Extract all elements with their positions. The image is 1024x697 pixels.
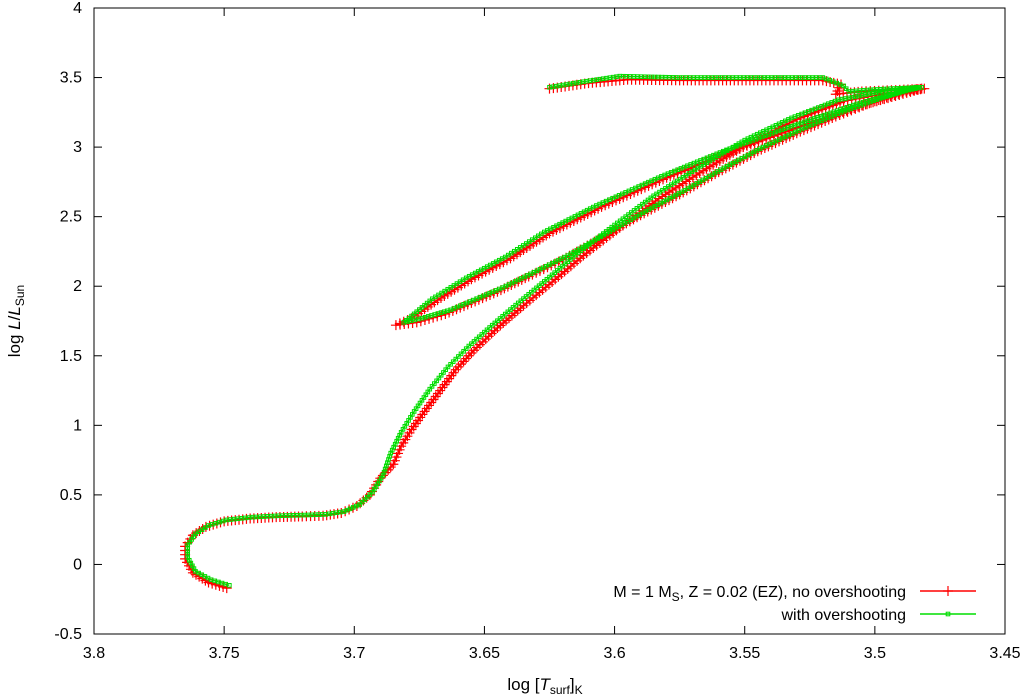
y-tick-label: 1 <box>73 417 82 434</box>
data-point <box>458 351 464 357</box>
data-point <box>843 86 849 91</box>
tick-labels: 3.8 3.75 3.7 3.65 3.6 3.55 3.5 3.45 -0.5 0 0.5 1 1.5… <box>54 0 1020 662</box>
legend-marker <box>945 611 951 617</box>
data-point <box>453 356 459 362</box>
data-point <box>466 343 472 349</box>
x-tick-label: 3.8 <box>83 645 105 662</box>
data-point <box>471 339 477 344</box>
data-point <box>448 361 453 367</box>
data-point <box>445 364 451 370</box>
legend-marker <box>943 586 953 596</box>
data-point <box>474 336 479 342</box>
data-point <box>469 341 474 347</box>
data-point <box>463 346 469 351</box>
y-axis-title: log L/LSun <box>5 285 27 357</box>
y-tick-label: 2 <box>73 278 82 295</box>
data-point <box>357 502 362 507</box>
series-2 <box>185 73 925 588</box>
x-tick-label: 3.45 <box>989 645 1020 662</box>
data-point <box>461 348 466 354</box>
legend: M = 1 MS, Z = 0.02 (EZ), no overshooting… <box>613 584 976 624</box>
data-point <box>482 329 487 335</box>
x-axis-title: log [Tsurf]K <box>507 675 582 697</box>
x-tick-label: 3.75 <box>209 645 240 662</box>
data-point <box>547 84 552 90</box>
data-point <box>846 89 852 94</box>
x-tick-label: 3.55 <box>729 645 760 662</box>
data-point <box>359 499 365 505</box>
data-point <box>362 497 367 502</box>
y-tick-label: 3.5 <box>60 70 82 87</box>
data-point <box>476 334 482 340</box>
y-tick-label: 2.5 <box>60 209 82 226</box>
x-tick-label: 3.5 <box>864 645 886 662</box>
data-point <box>450 359 456 364</box>
series-line <box>186 75 923 586</box>
series-line <box>184 78 926 589</box>
data-point <box>365 494 370 500</box>
data-point <box>487 325 492 330</box>
y-tick-label: 4 <box>73 0 82 17</box>
x-tick-label: 3.7 <box>343 645 365 662</box>
x-tick-label: 3.65 <box>469 645 500 662</box>
series-layer <box>180 73 930 594</box>
data-point <box>484 327 490 333</box>
legend-label: M = 1 MS, Z = 0.02 (EZ), no overshooting <box>613 584 906 604</box>
x-tick-label: 3.6 <box>603 645 625 662</box>
legend-label: with overshooting <box>780 607 906 624</box>
y-tick-label: 0 <box>73 556 82 573</box>
y-tick-label: -0.5 <box>54 626 82 643</box>
data-point <box>456 354 461 359</box>
y-tick-label: 3 <box>73 139 82 156</box>
data-point <box>367 492 373 497</box>
data-point <box>479 332 485 337</box>
y-tick-label: 0.5 <box>60 487 82 504</box>
y-tick-label: 1.5 <box>60 348 82 365</box>
plot-frame <box>93 7 1006 635</box>
